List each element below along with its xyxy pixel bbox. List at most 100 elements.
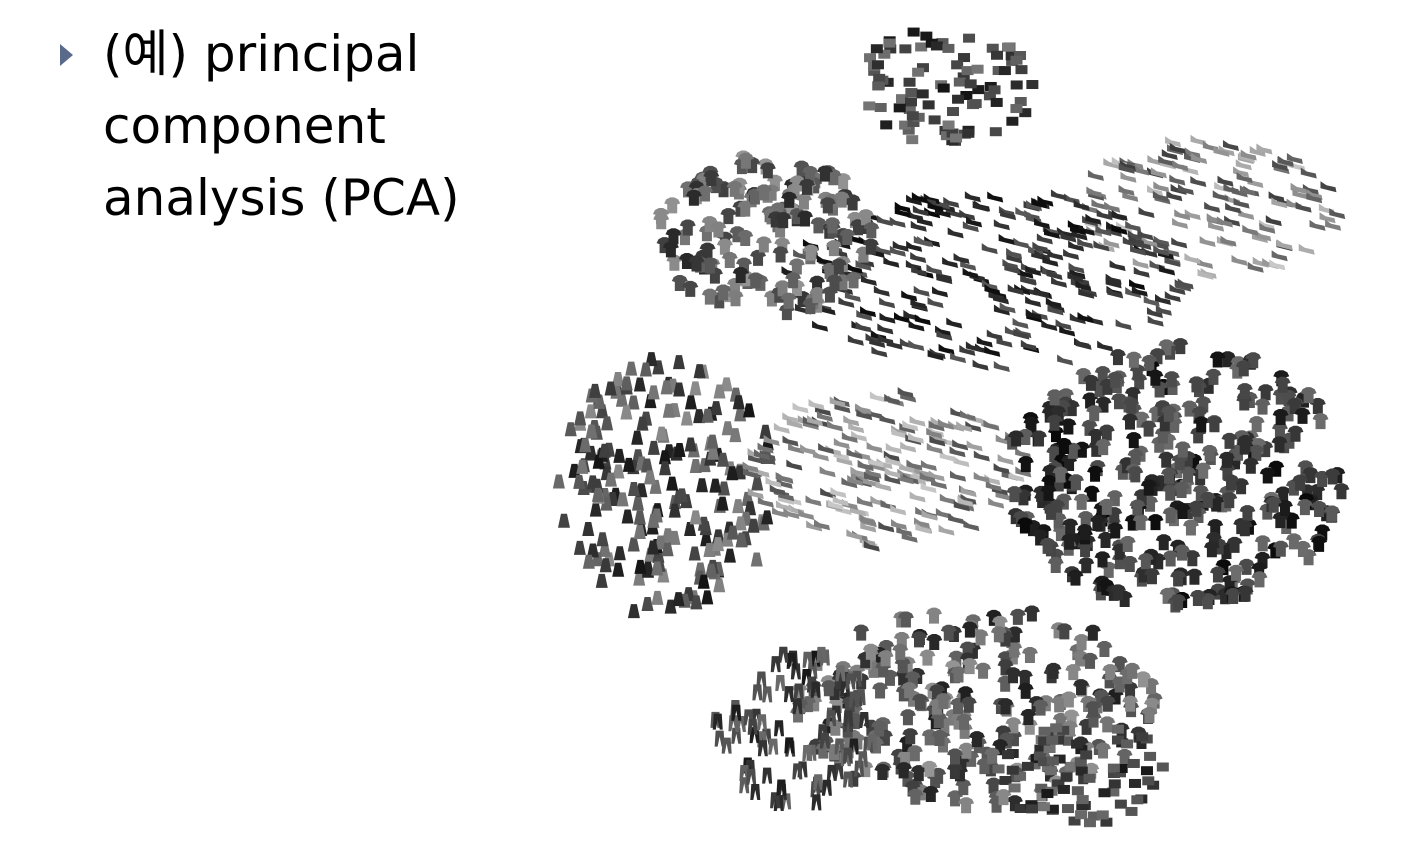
thumbnail-mark <box>1039 537 1056 554</box>
thumbnail-mark <box>843 710 854 727</box>
thumbnail-mark <box>598 542 611 557</box>
thumbnail-mark <box>860 306 877 318</box>
thumbnail-mark <box>1041 319 1058 331</box>
thumbnail-mark <box>672 592 685 607</box>
thumbnail-mark <box>936 273 953 285</box>
thumbnail-mark <box>902 125 915 135</box>
thumbnail-mark <box>996 336 1013 348</box>
thumbnail-mark <box>1115 319 1132 331</box>
thumbnail-mark <box>1006 247 1023 259</box>
thumbnail-mark <box>1216 216 1233 228</box>
thumbnail-mark <box>1225 587 1242 604</box>
thumbnail-mark <box>946 317 963 329</box>
thumbnail-mark <box>1077 312 1094 324</box>
thumbnail-mark <box>1122 695 1139 712</box>
thumbnail-mark <box>1085 701 1102 718</box>
thumbnail-mark <box>1160 405 1177 422</box>
thumbnail-mark <box>1047 557 1064 574</box>
thumbnail-mark <box>1147 514 1164 531</box>
thumbnail-mark <box>960 696 977 713</box>
thumbnail-mark <box>889 216 906 228</box>
thumbnail-mark <box>949 446 966 458</box>
thumbnail-mark <box>971 64 984 74</box>
thumbnail-mark <box>599 558 612 573</box>
thumbnail-mark <box>1116 221 1133 233</box>
thumbnail-mark <box>857 209 874 226</box>
thumbnail-mark <box>679 219 696 236</box>
thumbnail-mark <box>732 395 745 410</box>
thumbnail-mark <box>620 376 633 391</box>
thumbnail-mark <box>780 292 797 309</box>
thumbnail-mark <box>983 419 1000 431</box>
thumbnail-mark <box>1052 466 1069 483</box>
thumbnail-mark <box>1130 244 1147 256</box>
thumbnail-mark <box>1017 456 1034 473</box>
thumbnail-mark <box>877 323 894 335</box>
thumbnail-mark <box>1025 804 1038 814</box>
thumbnail-mark <box>1013 237 1030 249</box>
thumbnail-mark <box>1298 243 1315 255</box>
thumbnail-mark <box>1035 783 1048 793</box>
thumbnail-mark <box>1076 801 1089 811</box>
thumbnail-mark <box>653 213 670 230</box>
thumbnail-mark <box>1218 451 1235 468</box>
thumbnail-mark <box>1068 816 1081 826</box>
thumbnail-mark <box>1026 80 1039 90</box>
thumbnail-mark <box>756 184 773 201</box>
thumbnail-mark <box>1124 662 1141 679</box>
thumbnail-mark <box>775 472 792 484</box>
thumbnail-mark <box>1096 810 1109 820</box>
thumbnail-mark <box>1224 215 1241 227</box>
thumbnail-mark <box>1236 172 1253 184</box>
thumbnail-mark <box>712 537 725 552</box>
thumbnail-mark <box>948 513 965 525</box>
thumbnail-mark <box>1056 227 1073 239</box>
thumbnail-mark <box>911 265 928 277</box>
thumbnail-mark <box>894 206 911 218</box>
thumbnail-mark <box>621 509 634 524</box>
thumbnail-mark <box>863 101 876 111</box>
thumbnail-mark <box>893 103 906 113</box>
thumbnail-mark <box>972 359 989 371</box>
thumbnail-mark <box>647 513 660 528</box>
thumbnail-mark <box>1059 325 1076 337</box>
thumbnail-mark <box>1295 201 1312 213</box>
thumbnail-mark <box>1025 200 1042 212</box>
thumbnail-mark <box>919 649 936 666</box>
thumbnail-mark <box>1102 664 1119 681</box>
thumbnail-mark <box>821 286 838 303</box>
thumbnail-mark <box>1099 695 1116 712</box>
thumbnail-mark <box>1164 291 1181 303</box>
thumbnail-mark <box>709 478 722 493</box>
thumbnail-mark <box>693 364 706 379</box>
thumbnail-mark <box>924 236 941 248</box>
thumbnail-mark <box>1065 664 1082 681</box>
thumbnail-mark <box>883 450 900 462</box>
thumbnail-mark <box>1133 266 1150 278</box>
thumbnail-mark <box>813 774 824 791</box>
thumbnail-mark <box>872 682 889 699</box>
thumbnail-mark <box>1177 184 1194 196</box>
thumbnail-mark <box>865 333 882 345</box>
thumbnail-mark <box>786 652 797 669</box>
thumbnail-mark <box>953 500 970 512</box>
thumbnail-mark <box>756 671 767 688</box>
thumbnail-mark <box>659 461 672 476</box>
thumbnail-mark <box>1110 584 1127 601</box>
thumbnail-mark <box>854 760 865 777</box>
thumbnail-mark <box>668 503 681 518</box>
thumbnail-mark <box>715 284 732 301</box>
thumbnail-mark <box>1223 474 1240 491</box>
thumbnail-mark <box>727 290 744 307</box>
thumbnail-mark <box>1125 220 1142 232</box>
thumbnail-mark <box>713 578 726 593</box>
thumbnail-mark <box>763 434 780 446</box>
thumbnail-mark <box>1129 499 1146 516</box>
thumbnail-mark <box>897 611 914 628</box>
thumbnail-mark <box>795 193 812 210</box>
thumbnail-mark <box>1068 240 1085 252</box>
thumbnail-mark <box>703 543 716 558</box>
thumbnail-mark <box>1137 553 1154 570</box>
thumbnail-mark <box>604 472 617 487</box>
thumbnail-mark <box>631 430 644 445</box>
